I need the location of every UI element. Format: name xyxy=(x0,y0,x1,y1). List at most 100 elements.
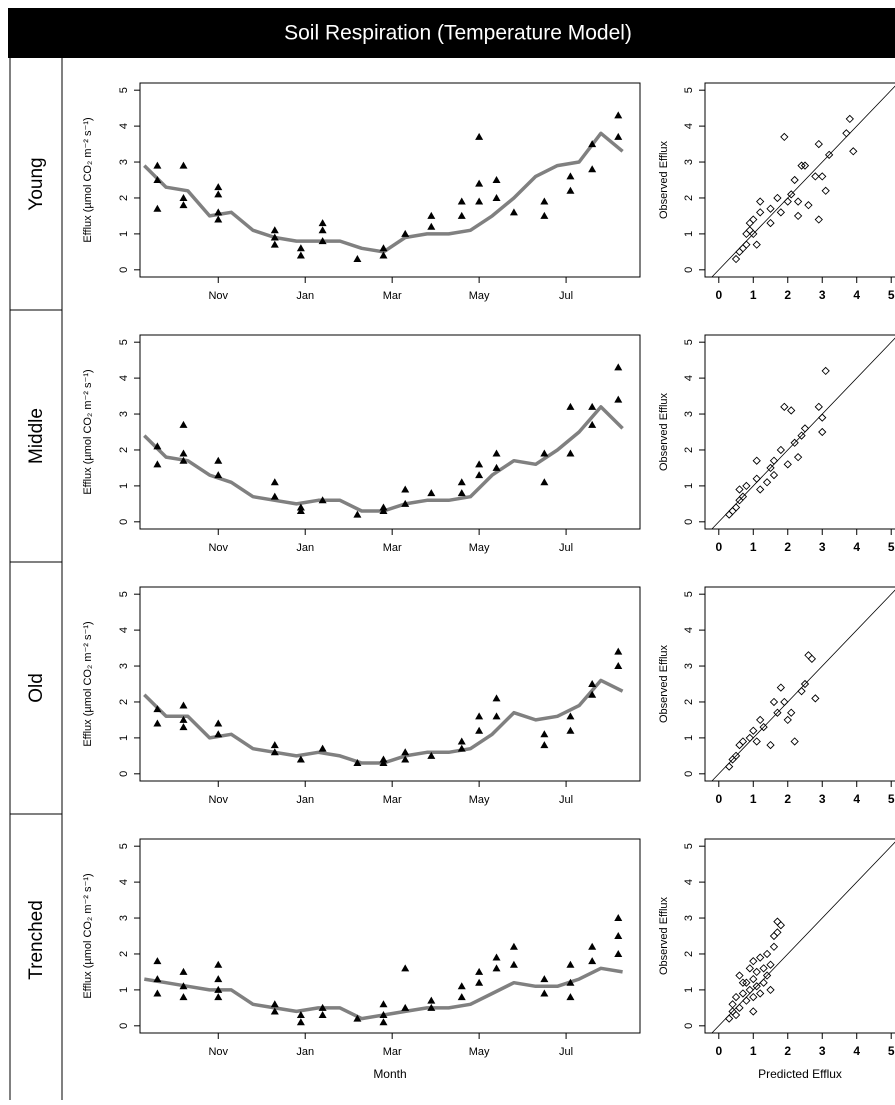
observed-point xyxy=(401,748,410,756)
y-tick-label: 2 xyxy=(683,195,695,201)
scatter-point xyxy=(766,960,775,969)
observed-point xyxy=(179,723,188,731)
observed-point xyxy=(179,456,188,464)
scatter-point xyxy=(787,190,796,199)
x-tick-label: May xyxy=(469,794,490,806)
scatter-point xyxy=(814,402,823,411)
y-axis-label: Efflux (µmol CO₂ m⁻² s⁻¹) xyxy=(82,873,94,998)
x-tick-label: Jan xyxy=(296,542,314,554)
x-tick-label: 4 xyxy=(853,792,860,806)
y-tick-label: 1 xyxy=(118,231,130,237)
observed-point xyxy=(614,395,623,403)
y-tick-label: 3 xyxy=(118,159,130,165)
y-tick-label: 1 xyxy=(118,483,130,489)
observed-point xyxy=(566,993,575,1001)
x-tick-label: 0 xyxy=(715,792,722,806)
observed-point xyxy=(153,975,162,983)
scatter-point xyxy=(821,186,830,195)
observed-point xyxy=(318,496,327,504)
scatter-point xyxy=(783,197,792,206)
observed-point xyxy=(270,741,279,749)
scatter-point xyxy=(759,722,768,732)
y-tick-label: 2 xyxy=(683,951,695,957)
scatter-point xyxy=(818,172,827,181)
observed-point xyxy=(427,222,436,230)
scatter-point xyxy=(787,406,796,415)
observed-point xyxy=(588,420,597,428)
observed-point xyxy=(566,186,575,194)
observed-point xyxy=(270,226,279,234)
x-tick-label: 4 xyxy=(853,540,860,554)
observed-point xyxy=(475,978,484,986)
scatter-point xyxy=(735,971,744,980)
x-tick-label: 3 xyxy=(819,792,826,806)
x-tick-label: 1 xyxy=(750,1044,757,1058)
scatter-panel: 0 1 2 3 4 5 0 1 2 3 4 5 Observed Efflux xyxy=(658,334,895,554)
observed-point xyxy=(588,140,597,148)
scatter-point xyxy=(752,474,761,483)
y-axis-label: Efflux (µmol CO₂ m⁻² s⁻¹) xyxy=(82,117,94,242)
scatter-point xyxy=(773,193,782,203)
observed-point xyxy=(614,363,623,371)
y-tick-label: 0 xyxy=(683,1023,695,1029)
scatter-point xyxy=(725,762,734,771)
scatter-point xyxy=(790,438,799,447)
scatter-panel: 0 1 2 3 4 5 0 1 2 3 4 5 Observed Efflux Predicted Eff… xyxy=(658,838,895,1081)
y-tick-label: 0 xyxy=(683,771,695,777)
y-tick-label: 4 xyxy=(118,123,130,129)
y-tick-label: 5 xyxy=(683,843,695,849)
observed-point xyxy=(214,960,223,968)
y-tick-label: 2 xyxy=(683,699,695,705)
y-tick-label: 4 xyxy=(683,627,695,633)
scatter-point xyxy=(814,139,823,149)
scatter-point xyxy=(790,737,799,746)
scatter-point xyxy=(766,218,775,228)
y-tick-label: 3 xyxy=(683,411,695,417)
model-line xyxy=(143,131,624,254)
scatter-point xyxy=(728,1000,737,1009)
observed-point xyxy=(179,449,188,457)
x-tick-label: 4 xyxy=(853,1044,860,1058)
observed-point xyxy=(353,255,362,263)
y-tick-label: 3 xyxy=(118,663,130,669)
plot-frame xyxy=(704,838,895,1034)
observed-point xyxy=(588,942,597,950)
plot-frame xyxy=(139,334,641,530)
scatter-point xyxy=(790,175,799,185)
observed-point xyxy=(475,726,484,734)
x-tick-label: 3 xyxy=(819,540,826,554)
scatter-point xyxy=(811,694,820,703)
observed-point xyxy=(379,1000,388,1008)
observed-point xyxy=(457,737,466,745)
observed-point xyxy=(492,953,501,961)
scatter-point xyxy=(745,733,754,743)
observed-point xyxy=(379,759,388,767)
observed-point xyxy=(427,211,436,219)
scatter-point xyxy=(783,460,792,469)
scatter-point xyxy=(780,132,789,142)
observed-point xyxy=(427,751,436,759)
scatter-point xyxy=(769,456,779,465)
scatter-point xyxy=(749,1007,758,1016)
observed-point xyxy=(179,967,188,975)
figure-title: Soil Respiration (Temperature Model) xyxy=(284,22,632,45)
scatter-point xyxy=(773,917,782,926)
observed-point xyxy=(153,705,162,713)
observed-point xyxy=(296,755,305,763)
scatter-point xyxy=(756,715,765,725)
x-tick-label: 3 xyxy=(819,288,826,302)
observed-point xyxy=(153,204,162,212)
x-tick-label: 2 xyxy=(784,540,791,554)
scatter-point xyxy=(728,506,737,516)
x-tick-label: Nov xyxy=(208,1046,228,1058)
y-tick-label: 5 xyxy=(683,87,695,93)
scatter-point xyxy=(759,978,768,987)
observed-point xyxy=(214,993,223,1001)
observed-point xyxy=(457,211,466,219)
scatter-point xyxy=(745,964,754,973)
scatter-point xyxy=(735,740,744,750)
x-tick-label: Jul xyxy=(559,1046,573,1058)
x-tick-label: 5 xyxy=(888,1044,895,1058)
observed-point xyxy=(509,942,518,950)
